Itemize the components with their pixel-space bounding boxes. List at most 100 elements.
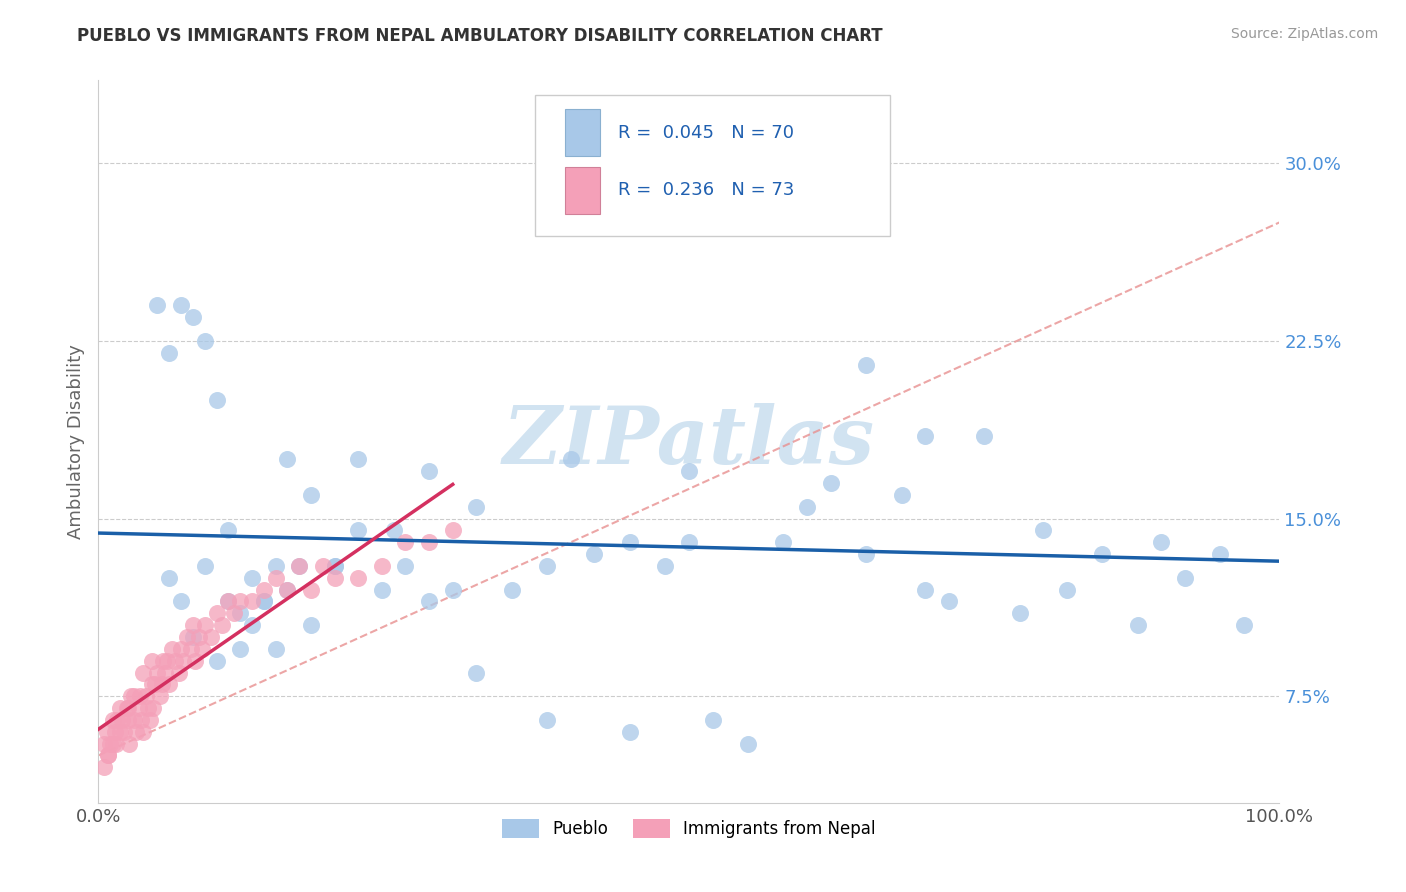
Point — [150, 677, 173, 691]
Point — [654, 558, 676, 573]
Point — [465, 500, 488, 514]
Point — [1091, 547, 1114, 561]
Point — [191, 641, 214, 656]
Point — [276, 582, 298, 597]
Point — [299, 618, 322, 632]
Point — [914, 428, 936, 442]
FancyBboxPatch shape — [565, 109, 600, 156]
Point — [418, 464, 440, 478]
Point — [217, 594, 239, 608]
Point — [299, 582, 322, 597]
Point — [938, 594, 960, 608]
Point — [211, 618, 233, 632]
Point — [347, 571, 370, 585]
Point — [205, 607, 228, 621]
Point — [855, 547, 877, 561]
Point — [1032, 524, 1054, 538]
Point — [128, 701, 150, 715]
Point — [117, 701, 139, 715]
Point — [111, 713, 134, 727]
Point — [118, 737, 141, 751]
Point — [583, 547, 606, 561]
Point — [194, 618, 217, 632]
Point — [441, 582, 464, 597]
Point — [253, 594, 276, 608]
Point — [170, 298, 193, 312]
Point — [264, 641, 287, 656]
Point — [1174, 571, 1197, 585]
Point — [224, 607, 246, 621]
Point — [560, 452, 582, 467]
Point — [172, 654, 194, 668]
Point — [146, 665, 169, 680]
Point — [240, 571, 263, 585]
Point — [181, 630, 204, 644]
Point — [240, 618, 263, 632]
Point — [418, 535, 440, 549]
Point — [382, 524, 405, 538]
Point — [737, 737, 759, 751]
Point — [132, 665, 155, 680]
Point — [141, 654, 163, 668]
Point — [108, 701, 131, 715]
Point — [181, 618, 204, 632]
Point — [347, 524, 370, 538]
Point — [187, 630, 209, 644]
Y-axis label: Ambulatory Disability: Ambulatory Disability — [66, 344, 84, 539]
Point — [108, 724, 131, 739]
Point — [288, 558, 311, 573]
Point — [678, 464, 700, 478]
Point — [973, 428, 995, 442]
Point — [142, 701, 165, 715]
Point — [1126, 618, 1149, 632]
Point — [165, 654, 187, 668]
Point — [181, 310, 204, 325]
Point — [264, 571, 287, 585]
Point — [139, 713, 162, 727]
Point — [536, 713, 558, 727]
Point — [501, 582, 523, 597]
Point — [170, 641, 193, 656]
Point — [105, 713, 128, 727]
Point — [465, 665, 488, 680]
FancyBboxPatch shape — [565, 167, 600, 214]
Point — [160, 641, 183, 656]
Point — [135, 689, 157, 703]
Point — [153, 665, 176, 680]
Point — [796, 500, 818, 514]
Point — [101, 713, 124, 727]
Point — [855, 358, 877, 372]
Point — [105, 737, 128, 751]
Point — [184, 654, 207, 668]
Point — [820, 475, 842, 490]
Point — [157, 677, 180, 691]
Point — [93, 737, 115, 751]
Point — [180, 641, 202, 656]
Point — [97, 748, 120, 763]
Point — [176, 630, 198, 644]
Point — [229, 594, 252, 608]
Point — [276, 582, 298, 597]
Point — [194, 558, 217, 573]
Point — [97, 748, 120, 763]
Point — [200, 630, 222, 644]
Point — [323, 558, 346, 573]
Point — [129, 713, 152, 727]
Text: Source: ZipAtlas.com: Source: ZipAtlas.com — [1230, 27, 1378, 41]
Point — [152, 654, 174, 668]
Point — [702, 713, 724, 727]
Point — [157, 345, 180, 359]
Point — [96, 724, 118, 739]
Point — [217, 524, 239, 538]
Point — [1150, 535, 1173, 549]
Point — [205, 393, 228, 408]
Point — [796, 168, 818, 182]
Point — [104, 724, 127, 739]
Text: R =  0.236   N = 73: R = 0.236 N = 73 — [619, 181, 794, 200]
Point — [323, 571, 346, 585]
Point — [117, 713, 139, 727]
Point — [253, 594, 276, 608]
Point — [288, 558, 311, 573]
Point — [323, 558, 346, 573]
Point — [619, 724, 641, 739]
